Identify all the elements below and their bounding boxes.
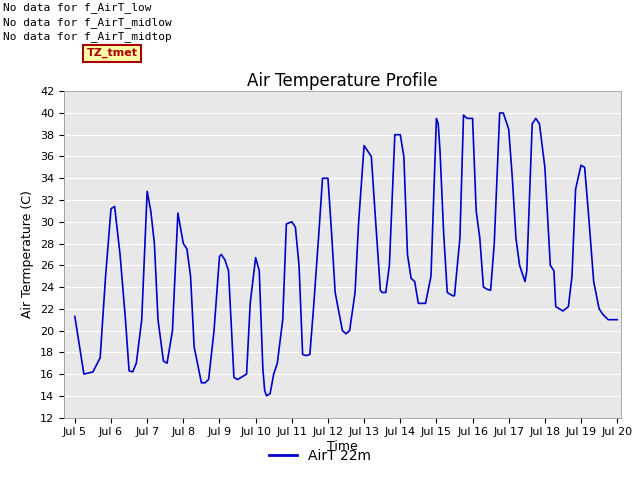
Text: No data for f_AirT_midlow: No data for f_AirT_midlow [3,17,172,28]
Text: TZ_tmet: TZ_tmet [86,48,138,58]
Y-axis label: Air Termperature (C): Air Termperature (C) [22,191,35,318]
Legend: AirT 22m: AirT 22m [264,443,376,468]
X-axis label: Time: Time [327,440,358,453]
Text: No data for f_AirT_low: No data for f_AirT_low [3,2,152,13]
Title: Air Temperature Profile: Air Temperature Profile [247,72,438,90]
Text: No data for f_AirT_midtop: No data for f_AirT_midtop [3,31,172,42]
